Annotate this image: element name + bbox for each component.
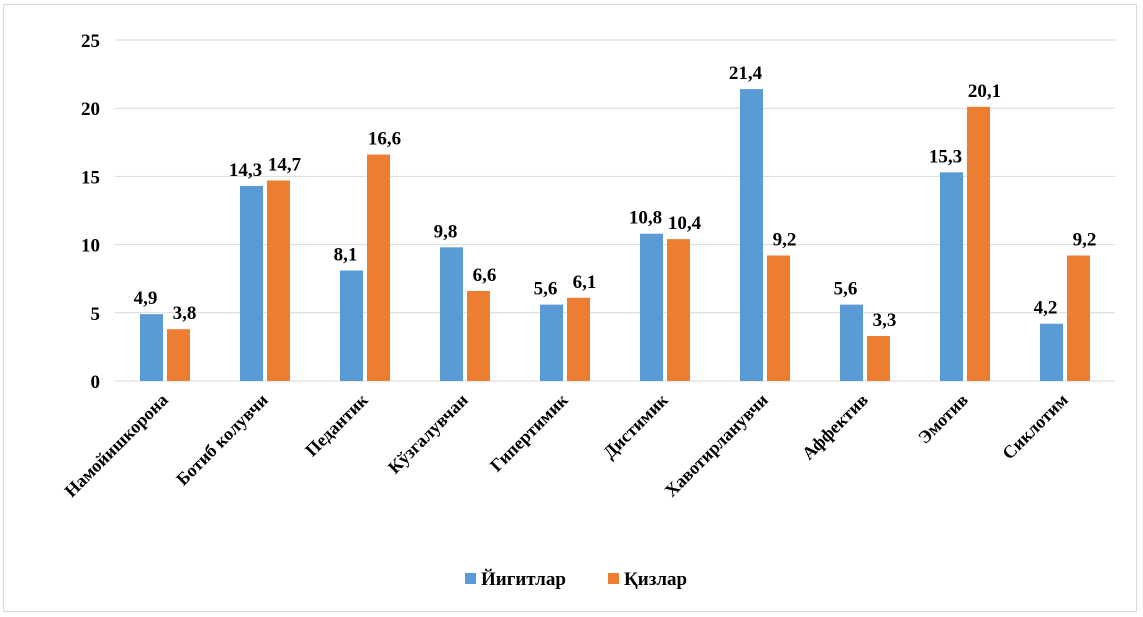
bar-series1-2 bbox=[340, 270, 363, 381]
data-label: 6,6 bbox=[473, 265, 497, 286]
data-label: 16,6 bbox=[368, 129, 401, 150]
y-tick-label: 20 bbox=[81, 99, 100, 120]
bar-series1-0 bbox=[140, 314, 163, 381]
bar-series2-4 bbox=[567, 297, 590, 381]
legend-swatch-1 bbox=[465, 573, 476, 584]
y-tick-label: 0 bbox=[91, 372, 101, 393]
data-label: 9,8 bbox=[434, 221, 458, 242]
bar-series1-6 bbox=[740, 89, 763, 381]
data-label: 20,1 bbox=[968, 81, 1001, 102]
y-tick-label: 5 bbox=[91, 304, 101, 325]
bar-series1-5 bbox=[640, 233, 663, 381]
legend-label-1: Йигитлар bbox=[481, 568, 566, 590]
bar-series2-6 bbox=[767, 255, 790, 381]
data-label: 5,6 bbox=[534, 279, 558, 300]
x-axis-categories: Намойишкорона Ботиб колувчи Педантик Кўзгал… bbox=[60, 389, 1071, 501]
y-tick-label: 25 bbox=[81, 31, 100, 52]
gridlines bbox=[115, 39, 1115, 382]
data-label: 9,2 bbox=[773, 230, 797, 251]
x-category-label: Гипертимик bbox=[486, 389, 572, 475]
bar-series2-2 bbox=[367, 154, 390, 381]
y-tick-label: 10 bbox=[81, 236, 100, 257]
data-label: 8,1 bbox=[334, 245, 358, 266]
bar-series1-4 bbox=[540, 304, 563, 381]
bar-series1-7 bbox=[840, 304, 863, 381]
data-label: 14,3 bbox=[229, 160, 262, 181]
data-label: 4,2 bbox=[1034, 298, 1058, 319]
data-label: 10,8 bbox=[629, 208, 662, 229]
bar-series2-5 bbox=[667, 239, 690, 381]
bar-series2-1 bbox=[267, 180, 290, 381]
bar-series2-0 bbox=[167, 329, 190, 381]
data-label: 4,9 bbox=[134, 288, 158, 309]
data-label: 3,8 bbox=[173, 303, 197, 324]
bar-series1-3 bbox=[440, 247, 463, 381]
y-tick-label: 15 bbox=[81, 167, 100, 188]
bar-series1-8 bbox=[940, 172, 963, 381]
data-label: 10,4 bbox=[668, 213, 702, 234]
legend-label-2: Қизлар bbox=[624, 569, 687, 590]
bar-series1-9 bbox=[1040, 323, 1063, 381]
x-category-label: Педантик bbox=[301, 389, 372, 460]
bar-series2-3 bbox=[467, 290, 490, 381]
data-label: 5,6 bbox=[834, 279, 858, 300]
legend: Йигитлар Қизлар bbox=[465, 568, 687, 590]
bar-series1-1 bbox=[240, 185, 263, 381]
x-category-label: Аффектив bbox=[798, 389, 872, 463]
x-category-label: Намойишкорона bbox=[60, 390, 171, 501]
legend-swatch-2 bbox=[608, 573, 619, 584]
x-category-label: Эмотив bbox=[914, 389, 972, 447]
bar-series2-9 bbox=[1067, 255, 1090, 381]
data-label: 3,3 bbox=[873, 310, 897, 331]
bars bbox=[140, 89, 1090, 381]
x-category-label: Дистимик bbox=[599, 389, 672, 462]
data-label: 9,2 bbox=[1073, 230, 1097, 251]
bar-series2-7 bbox=[867, 335, 890, 381]
data-labels: 4,9 3,8 14,3 14,7 8,1 16,6 9,8 6,6 5,6 6,1 10,8 10,… bbox=[134, 63, 1097, 331]
data-label: 15,3 bbox=[929, 146, 962, 167]
bar-series2-8 bbox=[967, 106, 990, 381]
data-label: 14,7 bbox=[268, 154, 302, 175]
x-category-label: Хавотирланувчи bbox=[661, 390, 772, 501]
x-category-label: Ботиб колувчи bbox=[172, 390, 272, 490]
data-label: 6,1 bbox=[573, 272, 597, 293]
y-axis-ticks: 0 5 10 15 20 25 bbox=[81, 31, 100, 393]
data-label: 21,4 bbox=[729, 63, 763, 84]
x-category-label: Кўзгалувчан bbox=[384, 390, 472, 478]
x-category-label: Сиклотим bbox=[998, 390, 1072, 464]
